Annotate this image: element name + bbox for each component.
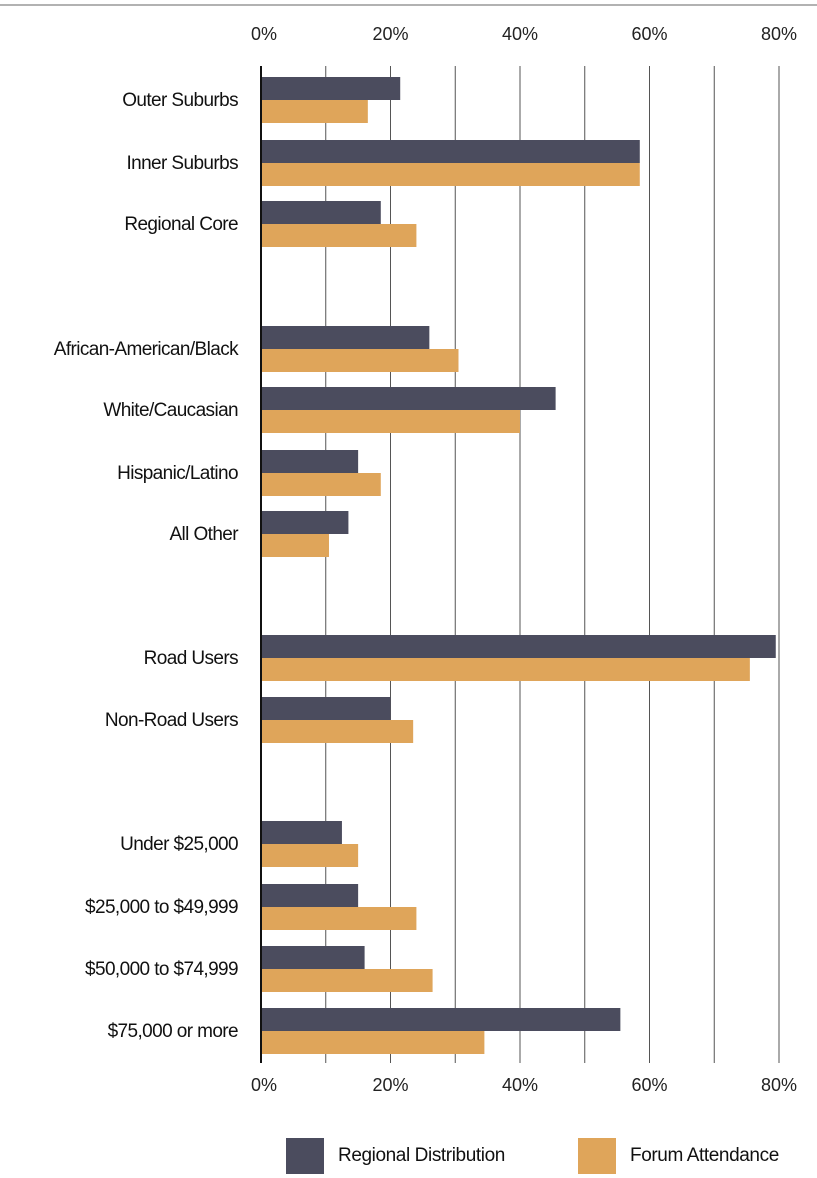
bar-forum xyxy=(261,534,329,557)
bar-forum xyxy=(261,224,417,247)
bar-regional xyxy=(261,946,365,969)
category-label: Road Users xyxy=(144,648,238,669)
x-tick-label-top: 40% xyxy=(502,24,538,44)
bar-regional xyxy=(261,635,776,658)
bar-regional xyxy=(261,140,640,163)
bar-forum xyxy=(261,349,459,372)
x-tick-label-top: 0% xyxy=(251,24,277,44)
bar-forum xyxy=(261,907,417,930)
bar-forum xyxy=(261,720,414,743)
category-label: $75,000 or more xyxy=(108,1021,238,1042)
category-label: Inner Suburbs xyxy=(126,153,238,174)
category-label: $50,000 to $74,999 xyxy=(85,959,238,980)
x-tick-label-bottom: 80% xyxy=(761,1075,797,1095)
legend: Regional Distribution Forum Attendance xyxy=(0,1138,817,1178)
bar-forum xyxy=(261,658,750,681)
x-tick-label-top: 20% xyxy=(372,24,408,44)
category-labels: Outer Suburbs Inner Suburbs Regional Core A… xyxy=(54,90,240,1042)
legend-label-regional: Regional Distribution xyxy=(338,1145,505,1166)
bar-regional xyxy=(261,201,381,224)
bar-forum xyxy=(261,100,368,123)
bar-forum xyxy=(261,410,520,433)
bar-regional xyxy=(261,697,391,720)
bar-forum xyxy=(261,163,640,186)
x-tick-label-top: 60% xyxy=(631,24,667,44)
bar-regional xyxy=(261,77,401,100)
x-tick-label-top: 80% xyxy=(761,24,797,44)
x-tick-label-bottom: 60% xyxy=(631,1075,667,1095)
x-tick-label-bottom: 0% xyxy=(251,1075,277,1095)
legend-label-forum: Forum Attendance xyxy=(630,1145,779,1166)
legend-swatch-forum xyxy=(578,1138,616,1174)
legend-swatch-regional xyxy=(286,1138,324,1174)
x-tick-labels-top: 0% 20% 40% 60% 80% xyxy=(251,24,797,44)
x-tick-label-bottom: 40% xyxy=(502,1075,538,1095)
bars xyxy=(261,77,776,1054)
bar-regional xyxy=(261,1008,621,1031)
category-label: Under $25,000 xyxy=(120,834,238,855)
bar-regional xyxy=(261,511,349,534)
legend-item-regional: Regional Distribution xyxy=(286,1138,505,1174)
bar-forum xyxy=(261,969,433,992)
bar-regional xyxy=(261,387,556,410)
bar-forum xyxy=(261,1031,485,1054)
category-label: Regional Core xyxy=(124,214,238,235)
category-label: Non-Road Users xyxy=(105,710,238,731)
category-label: $25,000 to $49,999 xyxy=(85,897,238,918)
category-label: Outer Suburbs xyxy=(122,90,238,111)
x-tick-label-bottom: 20% xyxy=(372,1075,408,1095)
bar-regional xyxy=(261,326,430,349)
category-label: All Other xyxy=(169,524,239,545)
bar-regional xyxy=(261,884,359,907)
category-label: White/Caucasian xyxy=(103,400,238,421)
legend-item-forum: Forum Attendance xyxy=(578,1138,779,1174)
bar-regional xyxy=(261,821,342,844)
bar-forum xyxy=(261,844,359,867)
category-label: Hispanic/Latino xyxy=(117,463,238,484)
x-tick-labels-bottom: 0% 20% 40% 60% 80% xyxy=(251,1075,797,1095)
bar-regional xyxy=(261,450,359,473)
bar-forum xyxy=(261,473,381,496)
category-label: African-American/Black xyxy=(54,339,239,360)
